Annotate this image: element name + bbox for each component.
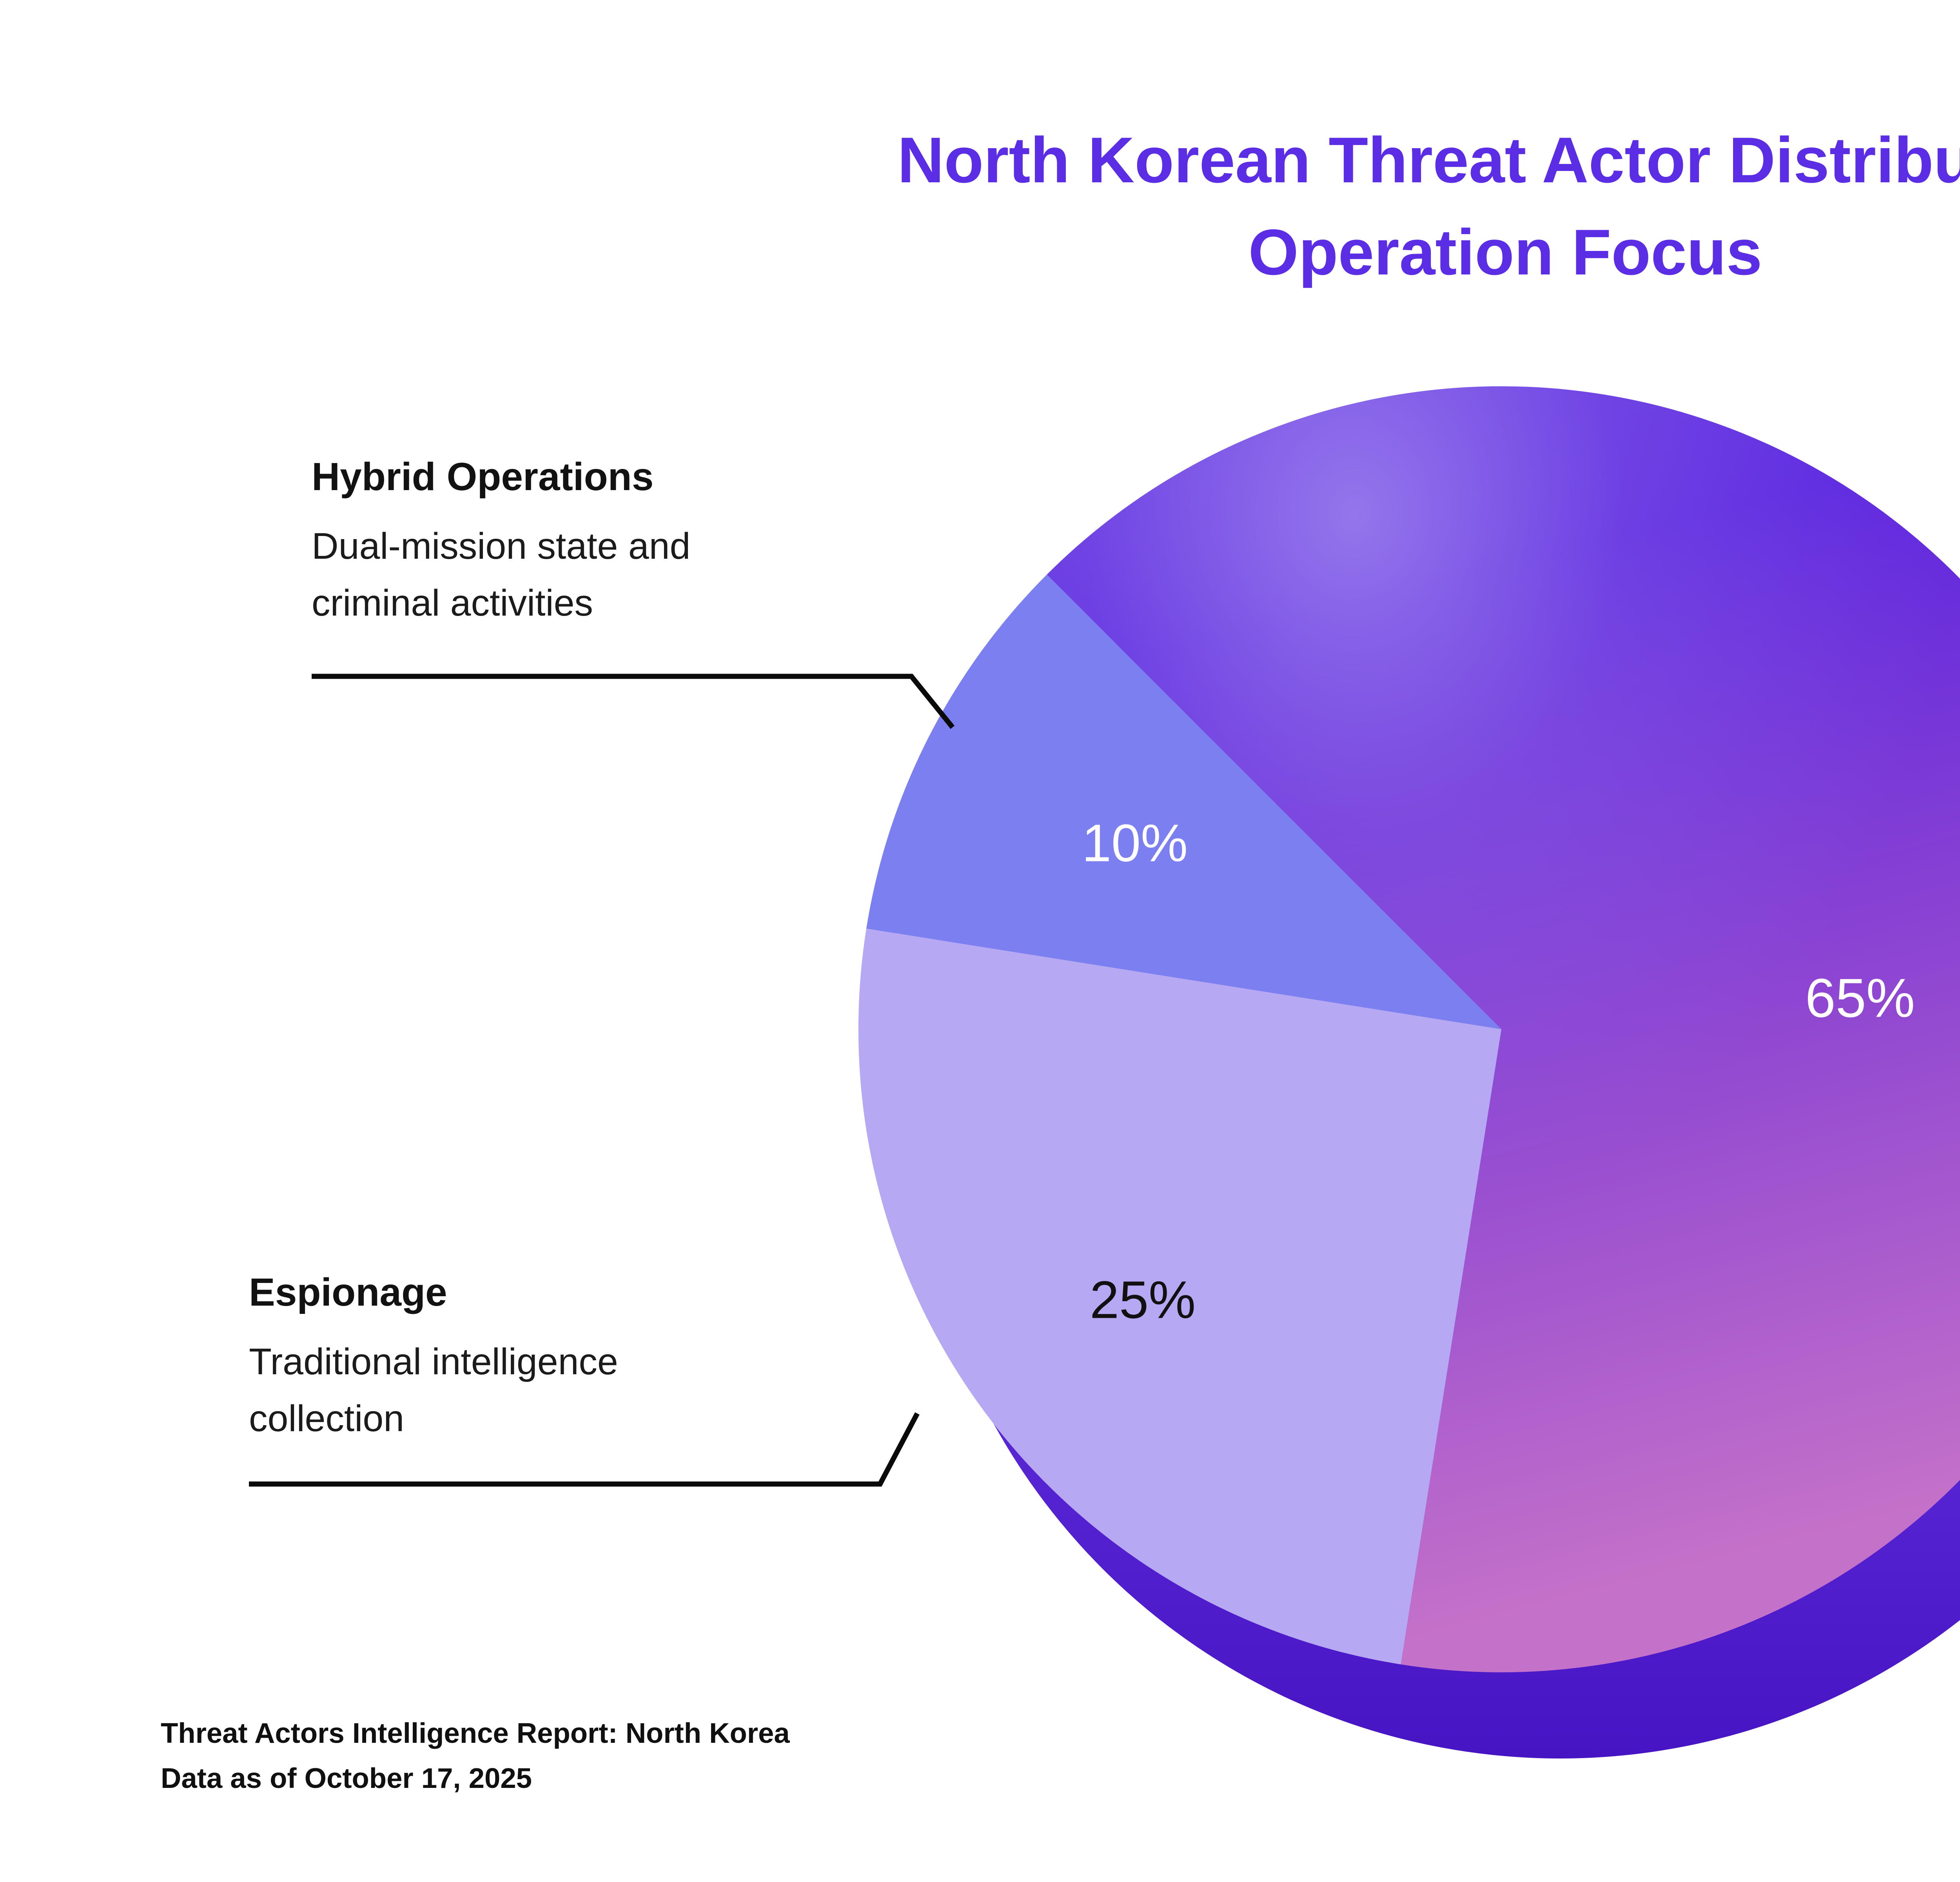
callout-line-hybrid-operations: [312, 674, 955, 729]
percent-label-financial-crime: 65%: [1805, 967, 1915, 1029]
pie-slices: [858, 386, 1960, 1673]
chart-title: North Korean Threat Actor Distribution: …: [0, 114, 1960, 298]
pie-slice-hybrid-operations: [866, 574, 1501, 1029]
callout-line-espionage: [249, 1412, 920, 1487]
slice-label-title: Espionage: [249, 1272, 447, 1315]
source-note: Threat Actors Intelligence Report: North…: [161, 1713, 790, 1804]
pie-percent-labels: 65% 10% 25%: [1082, 814, 1915, 1330]
slice-label-description: Dual-mission state and criminal activiti…: [312, 527, 691, 625]
percent-label-hybrid-operations: 10%: [1082, 814, 1188, 873]
percent-label-espionage: 25%: [1090, 1270, 1196, 1330]
pie-slice-sheen-financial-crime: [1047, 386, 1960, 1673]
slice-label-title: Hybrid Operations: [312, 457, 654, 500]
source-note-line1: Threat Actors Intelligence Report: North…: [161, 1719, 790, 1751]
slice-label-espionage: Espionage Traditional intelligence colle…: [249, 1270, 676, 1449]
slice-label-description: Traditional intelligence collection: [249, 1343, 618, 1441]
pie-slice-espionage: [858, 928, 1501, 1664]
source-note-line2: Data as of October 17, 2025: [161, 1764, 532, 1796]
chart-title-line2: Operation Focus: [1248, 216, 1762, 288]
slice-label-hybrid-operations: Hybrid Operations Dual-mission state and…: [312, 455, 766, 633]
chart-title-line1: North Korean Threat Actor Distribution:: [897, 124, 1960, 196]
